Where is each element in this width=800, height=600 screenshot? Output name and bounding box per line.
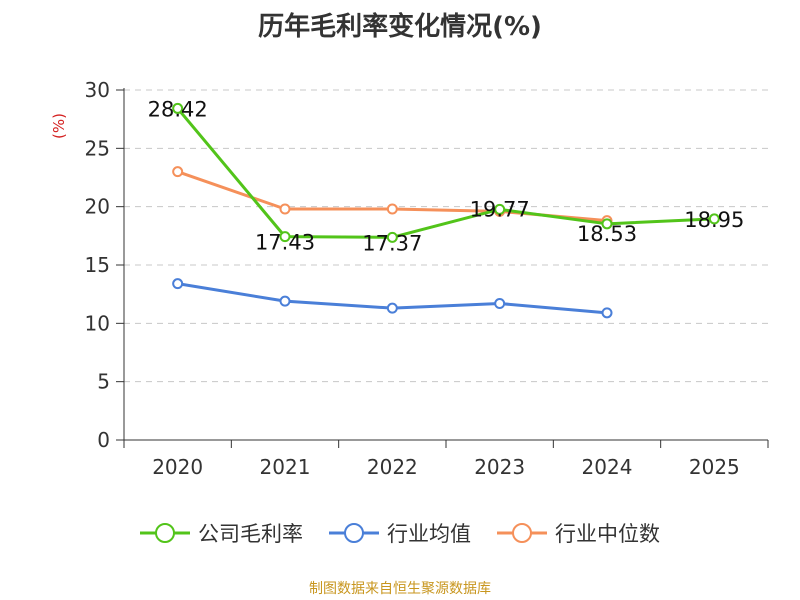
x-tick-label: 2022 <box>367 455 418 479</box>
y-tick-label: 5 <box>97 370 110 394</box>
data-point <box>172 278 184 290</box>
data-label: 18.53 <box>577 222 637 246</box>
y-tick-label: 25 <box>85 136 110 160</box>
data-point <box>386 231 398 243</box>
y-tick-label: 30 <box>85 78 110 102</box>
data-point <box>279 231 291 243</box>
legend-label: 行业均值 <box>387 522 471 546</box>
y-tick-label: 15 <box>85 253 110 277</box>
legend-swatch-icon <box>497 523 547 543</box>
x-tick-label: 2021 <box>260 455 311 479</box>
y-tick-label: 20 <box>85 195 110 219</box>
data-point <box>279 295 291 307</box>
legend: 公司毛利率 行业均值 行业中位数 <box>0 518 800 548</box>
legend-label: 公司毛利率 <box>198 522 303 546</box>
data-point <box>494 203 506 215</box>
x-tick-label: 2020 <box>152 455 203 479</box>
data-point <box>172 166 184 178</box>
data-point <box>708 213 720 225</box>
data-point <box>172 102 184 114</box>
legend-item[interactable]: 行业中位数 <box>497 518 660 548</box>
y-tick-label: 10 <box>85 311 110 335</box>
data-point <box>601 218 613 230</box>
data-point <box>386 203 398 215</box>
legend-label: 行业中位数 <box>555 522 660 546</box>
source-note: 制图数据来自恒生聚源数据库 <box>309 581 491 597</box>
x-tick-label: 2025 <box>689 455 740 479</box>
legend-swatch-icon <box>329 523 379 543</box>
data-point <box>494 298 506 309</box>
legend-item[interactable]: 公司毛利率 <box>140 518 303 548</box>
data-point <box>279 203 291 215</box>
legend-swatch-icon <box>140 523 190 543</box>
data-label: 18.95 <box>684 208 744 232</box>
data-label: 17.43 <box>255 231 315 255</box>
data-label: 28.42 <box>148 97 208 121</box>
chart-title: 历年毛利率变化情况(%) <box>258 12 542 42</box>
x-tick-label: 2024 <box>582 455 633 479</box>
legend-item[interactable]: 行业均值 <box>329 518 471 548</box>
data-label: 17.37 <box>362 231 422 255</box>
y-tick-label: 0 <box>97 428 110 452</box>
data-label: 19.77 <box>470 197 530 221</box>
data-point <box>386 302 398 314</box>
y-axis-label: (%) <box>50 113 68 139</box>
data-point <box>601 307 613 319</box>
x-tick-label: 2023 <box>474 455 525 479</box>
series-line <box>176 107 715 239</box>
